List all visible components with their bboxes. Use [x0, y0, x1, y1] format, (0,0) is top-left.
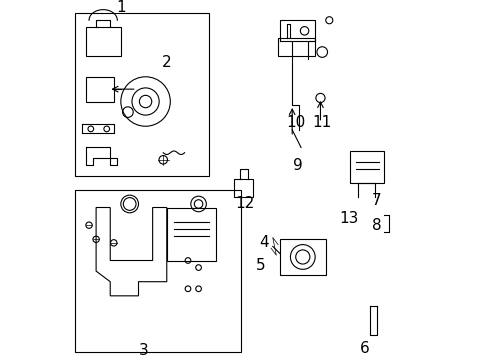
Bar [75, 190, 241, 352]
Bar [279, 239, 325, 275]
Bar [233, 179, 253, 197]
Text: 10: 10 [285, 115, 305, 130]
Text: 8: 8 [371, 218, 381, 233]
Text: 13: 13 [338, 211, 358, 226]
Text: 4: 4 [259, 235, 268, 250]
Text: 5: 5 [255, 258, 264, 273]
Text: 1: 1 [116, 0, 125, 15]
Text: 7: 7 [371, 193, 381, 208]
Bar [75, 13, 209, 176]
Bar [278, 38, 315, 55]
Bar [85, 77, 114, 102]
Text: 3: 3 [139, 343, 148, 358]
Bar [350, 151, 383, 183]
Text: 11: 11 [312, 115, 331, 130]
Text: 12: 12 [234, 197, 254, 211]
Text: 6: 6 [359, 341, 369, 356]
Text: 2: 2 [162, 55, 171, 70]
Text: 9: 9 [292, 158, 302, 172]
Bar [85, 27, 121, 55]
Bar [166, 207, 216, 261]
